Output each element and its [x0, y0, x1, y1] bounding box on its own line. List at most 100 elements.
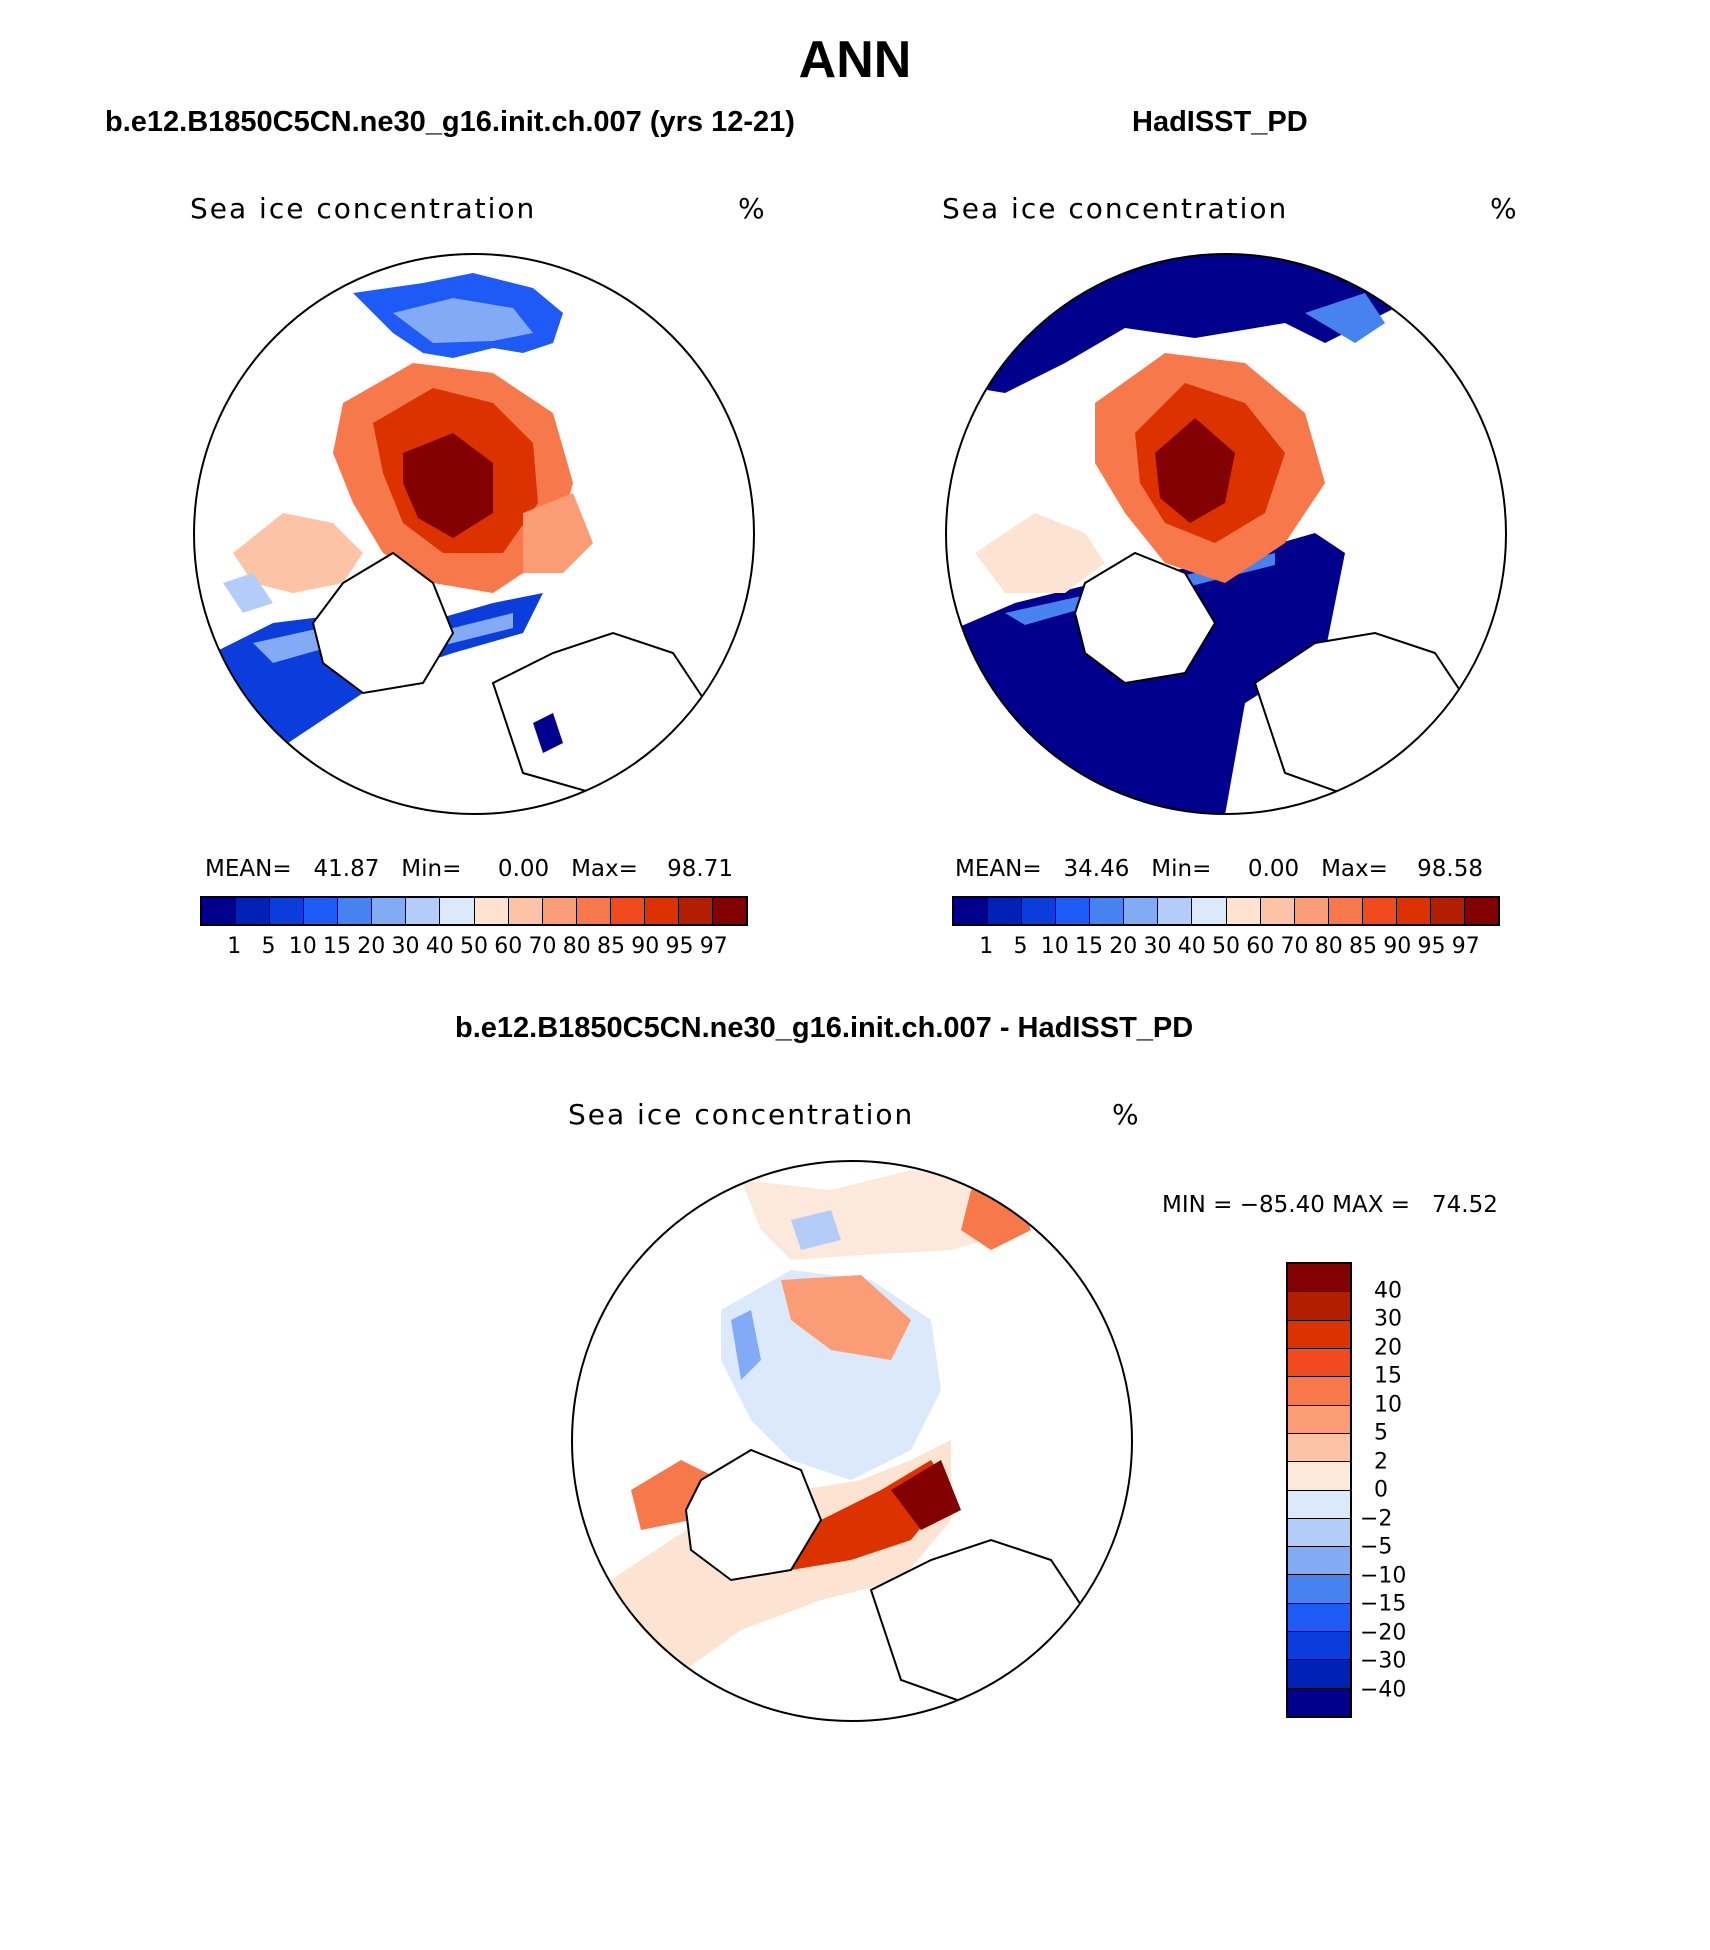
colorbar-tick-label: 15	[323, 934, 351, 959]
colorbar-swatch	[1260, 898, 1295, 924]
colorbar-tick-label: 10	[1040, 934, 1069, 959]
colorbar-tick-label: 5	[1374, 1420, 1388, 1446]
colorbar-tick-label: 97	[699, 934, 728, 959]
panel1-colorbar	[200, 896, 748, 926]
colorbar-tick-label: 85	[1349, 934, 1377, 959]
colorbar-swatch	[1022, 898, 1057, 924]
colorbar-tick-label: 40	[425, 934, 454, 959]
colorbar-tick-label: −30	[1360, 1648, 1407, 1674]
colorbar-tick-label: 20	[1374, 1335, 1402, 1360]
colorbar-swatch	[304, 898, 339, 924]
panel1-polar-map	[193, 253, 755, 815]
colorbar-swatch	[1288, 1462, 1350, 1491]
colorbar-tick-label: 50	[460, 934, 488, 959]
panel2-units-label: %	[1490, 192, 1519, 225]
colorbar-tick-label: 0	[1374, 1477, 1388, 1503]
colorbar-tick-label: −15	[1360, 1591, 1407, 1617]
colorbar-swatch	[1288, 1575, 1350, 1604]
panel2-stats: MEAN= 34.46 Min= 0.00 Max= 98.58	[955, 856, 1483, 882]
colorbar-tick-label: 20	[1109, 934, 1138, 959]
colorbar-swatch	[1090, 898, 1125, 924]
panel2-colorbar-ticks: 1 5 10 15 20 30 40 50 60 70 80 85 90 95 97	[952, 934, 1500, 964]
colorbar-tick-label: −5	[1360, 1534, 1393, 1560]
colorbar-swatch	[1226, 898, 1261, 924]
colorbar-swatch	[1288, 1377, 1350, 1406]
colorbar-tick-label: 20	[357, 934, 386, 959]
panel1-colorbar-ticks: 1 5 10 15 20 30 40 50 60 70 80 85 90 95 97	[200, 934, 748, 964]
colorbar-swatch	[1288, 1660, 1350, 1689]
colorbar-tick-label: 2	[1374, 1449, 1388, 1474]
colorbar-swatch	[236, 898, 271, 924]
colorbar-tick-label: 60	[494, 934, 523, 959]
colorbar-tick-label: 90	[1383, 934, 1412, 959]
colorbar-swatch	[678, 898, 713, 924]
colorbar-swatch	[202, 898, 237, 924]
colorbar-tick-label: 5	[261, 934, 276, 959]
colorbar-tick-label: −40	[1360, 1677, 1407, 1702]
colorbar-tick-label: 50	[1212, 934, 1240, 959]
colorbar-swatch	[712, 898, 746, 924]
colorbar-swatch	[1362, 898, 1397, 924]
colorbar-tick-label: 30	[1374, 1306, 1402, 1332]
colorbar-swatch	[1294, 898, 1329, 924]
colorbar-swatch	[1056, 898, 1091, 924]
colorbar-swatch	[644, 898, 679, 924]
colorbar-swatch	[610, 898, 645, 924]
colorbar-swatch	[1288, 1603, 1350, 1633]
colorbar-tick-label: 40	[1374, 1278, 1402, 1303]
colorbar-tick-label: −20	[1360, 1620, 1407, 1645]
panel1-title: b.e12.B1850C5CN.ne30_g16.init.ch.007 (yr…	[105, 106, 795, 138]
colorbar-swatch	[1288, 1292, 1350, 1321]
colorbar-tick-label: 70	[528, 934, 557, 959]
colorbar-tick-label: 1	[979, 934, 994, 959]
colorbar-swatch	[1288, 1264, 1350, 1293]
figure-title: ANN	[798, 31, 912, 89]
colorbar-tick-label: 10	[1374, 1392, 1402, 1417]
colorbar-swatch	[1288, 1547, 1350, 1576]
colorbar-swatch	[576, 898, 611, 924]
colorbar-tick-label: 1	[227, 934, 242, 959]
colorbar-swatch	[1464, 898, 1498, 924]
panel2-polar-map	[945, 253, 1507, 815]
panel2-title: HadISST_PD	[1132, 106, 1308, 138]
colorbar-swatch	[1288, 1490, 1350, 1519]
colorbar-swatch	[1288, 1518, 1350, 1548]
colorbar-swatch	[1430, 898, 1465, 924]
colorbar-swatch	[1328, 898, 1363, 924]
colorbar-swatch	[1288, 1688, 1350, 1716]
panel1-stats: MEAN= 41.87 Min= 0.00 Max= 98.71	[205, 856, 733, 882]
colorbar-tick-label: 30	[391, 934, 420, 959]
panel3-stats: MIN = −85.40 MAX = 74.52	[1162, 1192, 1498, 1218]
colorbar-swatch	[1288, 1348, 1350, 1378]
panel2-colorbar	[952, 896, 1500, 926]
colorbar-swatch	[338, 898, 373, 924]
colorbar-tick-label: −2	[1360, 1506, 1393, 1531]
colorbar-swatch	[1396, 898, 1431, 924]
colorbar-tick-label: −10	[1360, 1563, 1407, 1588]
colorbar-swatch	[1158, 898, 1193, 924]
colorbar-swatch	[1192, 898, 1227, 924]
colorbar-swatch	[474, 898, 509, 924]
colorbar-tick-label: 15	[1075, 934, 1103, 959]
colorbar-tick-label: 95	[1417, 934, 1446, 959]
colorbar-tick-label: 70	[1280, 934, 1309, 959]
colorbar-swatch	[372, 898, 407, 924]
panel3-colorbar	[1286, 1262, 1352, 1718]
colorbar-tick-label: 90	[631, 934, 660, 959]
panel3-variable-label: Sea ice concentration	[568, 1098, 915, 1131]
colorbar-swatch	[440, 898, 475, 924]
colorbar-swatch	[542, 898, 577, 924]
colorbar-tick-label: 15	[1374, 1363, 1402, 1389]
panel2-variable-label: Sea ice concentration	[942, 192, 1289, 225]
colorbar-swatch	[954, 898, 989, 924]
colorbar-tick-label: 10	[288, 934, 317, 959]
panel3-polar-map	[571, 1160, 1133, 1722]
colorbar-swatch	[1288, 1320, 1350, 1349]
colorbar-tick-label: 85	[597, 934, 625, 959]
panel3-title: b.e12.B1850C5CN.ne30_g16.init.ch.007 - H…	[455, 1012, 1194, 1044]
colorbar-tick-label: 30	[1143, 934, 1172, 959]
colorbar-swatch	[1288, 1632, 1350, 1661]
colorbar-swatch	[270, 898, 305, 924]
panel3-colorbar-ticks: 40 30 20 15 10 5 2 0 −2 −5 −10 −15 −20 −30 −40	[1360, 1262, 1460, 1718]
panel1-variable-label: Sea ice concentration	[190, 192, 537, 225]
